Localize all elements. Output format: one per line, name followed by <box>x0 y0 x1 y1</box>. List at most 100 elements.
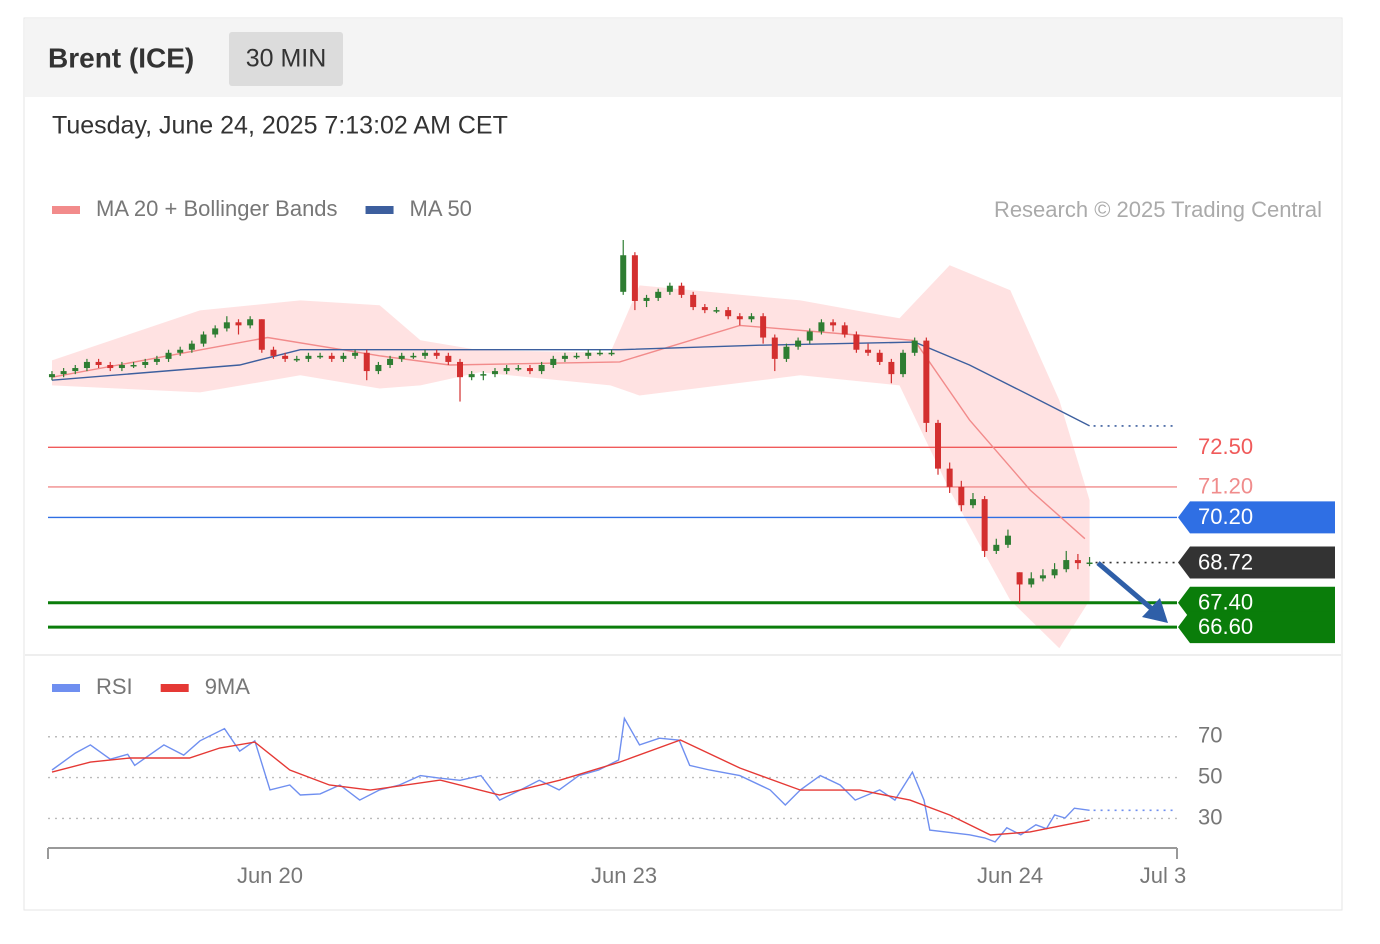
forecast-arrow-head <box>1142 598 1168 623</box>
candle-body <box>433 352 440 356</box>
candle-body <box>748 316 755 320</box>
forecast-arrow <box>1096 561 1154 611</box>
legend-label: 9MA <box>205 674 251 699</box>
series-line <box>51 739 1090 836</box>
legend-label: RSI <box>96 674 133 699</box>
level-box <box>1178 586 1335 619</box>
candle-body <box>200 334 207 344</box>
candle-body <box>958 486 965 506</box>
candle-body <box>806 331 813 341</box>
level-label: 66.60 <box>1198 614 1253 639</box>
candle-body <box>212 328 219 335</box>
candle-body <box>317 355 324 358</box>
candle-body <box>900 352 907 375</box>
candle-body <box>340 355 347 359</box>
candle-body <box>876 352 883 362</box>
legend-swatch <box>160 684 189 692</box>
candle-body <box>666 285 673 292</box>
candle-body <box>258 319 265 350</box>
candle-body <box>725 310 732 317</box>
candle-body <box>142 361 149 365</box>
candle-body <box>643 297 650 301</box>
level-box <box>1178 611 1335 644</box>
legend-label: MA 50 <box>410 196 472 221</box>
candle-body <box>188 343 195 350</box>
y-tick-label: 50 <box>1198 763 1222 788</box>
candle-body <box>631 255 638 301</box>
candle-body <box>713 310 720 312</box>
candle-body <box>235 322 242 326</box>
candle-body <box>1086 562 1093 565</box>
candle-body <box>72 368 79 372</box>
x-tick-label: Jun 24 <box>977 863 1043 888</box>
candle-body <box>48 374 55 378</box>
candle-body <box>1074 560 1081 564</box>
level-box <box>1178 501 1335 534</box>
candle-body <box>293 358 300 361</box>
candle-body <box>538 364 545 372</box>
series-line <box>51 341 1090 427</box>
candle-body <box>95 361 102 365</box>
candle-body <box>503 368 510 372</box>
candle-body <box>328 355 335 359</box>
timestamp: Tuesday, June 24, 2025 7:13:02 AM CET <box>52 112 508 140</box>
candle-body <box>561 355 568 359</box>
candle-body <box>445 355 452 362</box>
watermark: Research © 2025 Trading Central <box>994 197 1322 222</box>
candle-body <box>107 364 114 369</box>
candle-body <box>655 291 662 298</box>
candle-body <box>771 337 778 359</box>
candle-body <box>795 340 802 347</box>
candle-body <box>678 285 685 295</box>
interval-badge <box>229 32 343 86</box>
candle-body <box>468 374 475 378</box>
candle-body <box>830 322 837 326</box>
y-tick-label: 70 <box>1198 723 1222 748</box>
candle-body <box>981 499 988 551</box>
candle-body <box>422 352 429 356</box>
candle-body <box>130 364 137 367</box>
candle-body <box>363 352 370 372</box>
candle-body <box>573 355 580 358</box>
candle-body <box>550 358 557 365</box>
interval-label: 30 MIN <box>246 45 327 73</box>
y-tick-label: 30 <box>1198 804 1222 829</box>
header-band <box>25 19 1341 97</box>
candle-body <box>620 255 627 292</box>
candle-body <box>969 499 976 506</box>
instrument-title: Brent (ICE) <box>48 42 194 73</box>
candle-body <box>457 361 464 378</box>
candle-body <box>783 346 790 359</box>
candle-body <box>60 371 67 375</box>
candle-body <box>853 334 860 350</box>
candle-body <box>1004 535 1011 545</box>
x-tick-label: Jun 20 <box>237 863 303 888</box>
candle-body <box>1063 560 1070 570</box>
legend-swatch <box>52 206 80 214</box>
candle-body <box>270 349 277 356</box>
candle-body <box>526 368 533 372</box>
candle-body <box>865 349 872 353</box>
level-box <box>1178 546 1335 579</box>
level-label: 72.50 <box>1198 434 1253 459</box>
candle-body <box>888 361 895 375</box>
candle-body <box>1051 569 1058 576</box>
legend-swatch <box>52 684 80 692</box>
level-label: 70.20 <box>1198 504 1253 529</box>
candle-body <box>398 355 405 359</box>
card <box>23 17 1343 911</box>
candle-body <box>83 361 90 369</box>
candle-body <box>596 352 603 355</box>
candle-body <box>690 294 697 308</box>
candle-body <box>1028 578 1035 585</box>
candle-body <box>1016 572 1023 585</box>
candle-body <box>223 322 230 329</box>
candle-body <box>993 544 1000 551</box>
level-label: 71.20 <box>1198 474 1253 499</box>
candle-body <box>352 352 359 356</box>
candle-body <box>760 316 767 338</box>
candle-body <box>841 325 848 335</box>
candle-body <box>818 322 825 332</box>
